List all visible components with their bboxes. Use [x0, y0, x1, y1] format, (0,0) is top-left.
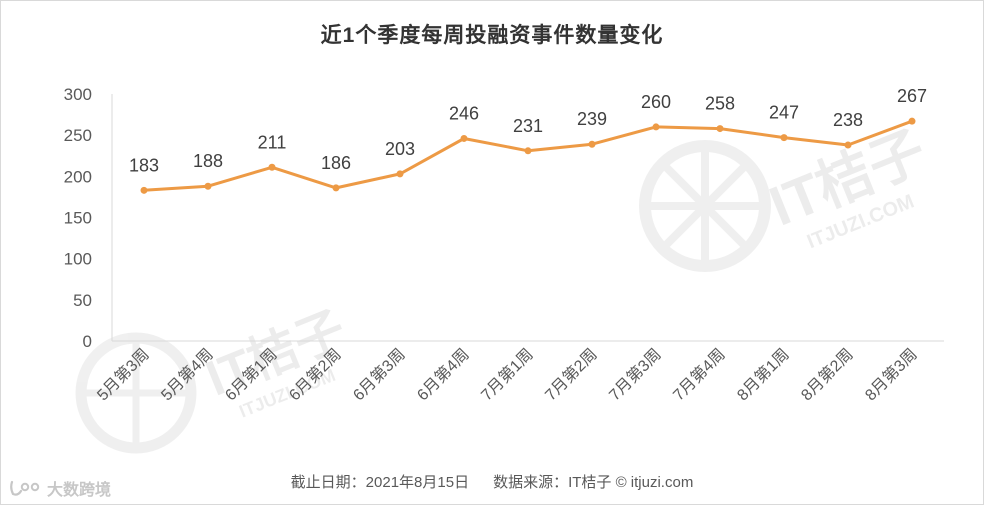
data-point — [396, 170, 404, 178]
data-point — [652, 123, 660, 131]
x-tick-label: 8月第2周 — [798, 345, 857, 404]
data-label: 247 — [769, 103, 799, 123]
brand-badge: 大数跨境 — [9, 477, 111, 499]
x-tick-label: 7月第2周 — [542, 345, 601, 404]
watermark-logo-icon-2 — [75, 332, 197, 454]
watermark-logo-icon — [639, 140, 771, 272]
data-label: 238 — [833, 110, 863, 130]
brand-text: 大数跨境 — [47, 482, 112, 499]
y-tick-label: 0 — [83, 332, 92, 351]
series-line: 183 188 211 186 203 246 231 239 260 258 247 238 267 — [129, 86, 927, 194]
footer-source: 数据来源：IT桔子 © itjuzi.com — [493, 474, 694, 491]
data-point — [140, 186, 148, 194]
data-label: 258 — [705, 94, 735, 114]
x-tick-label: 8月第3周 — [862, 345, 921, 404]
y-tick-label: 300 — [64, 85, 92, 104]
data-point — [588, 140, 596, 148]
data-label: 267 — [897, 86, 927, 106]
data-point — [716, 125, 724, 133]
x-tick-label: 7月第3周 — [606, 345, 665, 404]
data-point — [460, 134, 468, 142]
data-label: 231 — [513, 116, 543, 136]
footer-date: 截止日期：2021年8月15日 — [290, 474, 470, 491]
data-point — [332, 184, 340, 192]
brand-logo-icon — [10, 480, 40, 496]
x-tick-label: 6月第3周 — [350, 345, 409, 404]
data-label: 211 — [258, 132, 287, 152]
data-label: 183 — [129, 155, 159, 175]
data-point — [780, 134, 788, 142]
data-point — [268, 163, 276, 171]
data-label: 260 — [641, 92, 671, 112]
y-tick-label: 100 — [64, 250, 92, 269]
data-label: 203 — [385, 139, 415, 159]
data-point — [908, 117, 916, 125]
chart-footer: 截止日期：2021年8月15日 数据来源：IT桔子 © itjuzi.com — [1, 471, 983, 492]
chart-title: 近1个季度每周投融资事件数量变化 — [320, 24, 664, 47]
data-point — [524, 147, 532, 155]
watermark-text-group: IT桔子 ITJUZI.COM — [761, 119, 935, 254]
x-tick-label: 8月第1周 — [734, 345, 793, 404]
data-point — [844, 141, 852, 149]
data-point — [204, 182, 212, 190]
x-tick-label: 6月第4周 — [414, 345, 473, 404]
y-tick-label: 200 — [64, 167, 92, 186]
data-label: 186 — [321, 153, 351, 173]
y-tick-label: 250 — [64, 126, 92, 145]
y-axis: 0 50 100 150 200 250 300 — [64, 85, 113, 351]
x-tick-label: 7月第4周 — [670, 345, 729, 404]
y-tick-label: 50 — [73, 291, 92, 310]
data-label: 188 — [193, 151, 223, 171]
data-label: 246 — [449, 103, 479, 123]
data-label: 239 — [577, 109, 607, 129]
y-tick-label: 150 — [64, 209, 92, 228]
x-tick-label: 7月第1周 — [478, 345, 537, 404]
